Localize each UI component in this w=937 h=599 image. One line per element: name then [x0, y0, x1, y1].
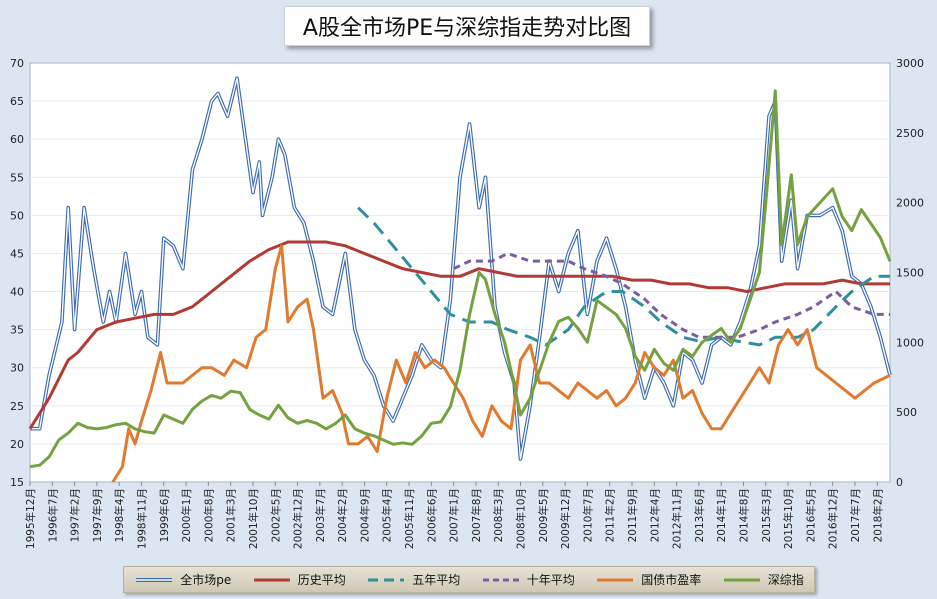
legend-label-10y: 十年平均	[526, 573, 575, 587]
legend-item-pe: 全市场pe	[134, 571, 231, 588]
legend-label-szindex: 深综指	[767, 573, 804, 587]
x-tick-label: 2000年8月	[202, 488, 215, 542]
y-left-ticks: 70 65 60 55 50 45 40 35 30 25 20 15	[10, 57, 24, 489]
legend-item-szindex: 深综指	[722, 571, 804, 588]
x-tick-label: 1999年6月	[158, 488, 171, 542]
legend-item-hist: 历史平均	[252, 571, 346, 588]
legend-item-5y: 五年平均	[366, 571, 460, 588]
y-right-tick-label: 500	[896, 406, 917, 419]
legend-label-5y: 五年平均	[412, 573, 461, 587]
y-left-tick-label: 70	[10, 57, 24, 70]
x-ticks: 1995年12月 1996年7月 1997年2月 1997年9月 1998年4月 1998…	[24, 482, 884, 549]
legend-swatch-bond	[597, 578, 634, 581]
y-left-tick-label: 20	[10, 438, 24, 451]
x-tick-label: 2015年3月	[760, 488, 773, 542]
x-tick-label: 2011年2月	[604, 488, 617, 542]
x-tick-label: 2006年6月	[425, 488, 438, 542]
x-tick-label: 2018年2月	[871, 488, 884, 542]
series-sz-index	[29, 89, 892, 469]
series-hist-avg	[28, 240, 890, 430]
y-right-tick-label: 1500	[896, 267, 924, 280]
legend-item-bond: 国债市盈率	[595, 571, 701, 588]
legend-swatch-5y	[368, 578, 405, 581]
x-tick-label: 2012年4月	[648, 488, 661, 542]
legend-label-pe: 全市场pe	[180, 573, 232, 587]
x-tick-label: 2014年8月	[737, 488, 750, 542]
y-right-tick-label: 0	[896, 476, 903, 489]
x-tick-label: 1998年4月	[113, 488, 126, 542]
x-tick-label: 2002年5月	[269, 488, 282, 542]
x-tick-label: 2003年7月	[314, 488, 327, 542]
y-right-tick-label: 2500	[896, 127, 924, 140]
x-tick-label: 2011年9月	[626, 488, 639, 542]
y-left-tick-label: 40	[10, 286, 24, 299]
y-left-tick-label: 45	[10, 247, 24, 260]
series-lines	[28, 76, 892, 483]
x-tick-label: 2016年5月	[804, 488, 817, 542]
y-left-tick-label: 15	[10, 476, 24, 489]
x-tick-label: 2008年10月	[515, 488, 528, 549]
x-tick-label: 2007年8月	[470, 488, 483, 542]
legend-swatch-pe	[136, 577, 173, 582]
legend-label-hist: 历史平均	[297, 573, 346, 587]
x-tick-label: 1996年7月	[46, 488, 59, 542]
x-tick-label: 2010年7月	[581, 488, 594, 542]
series-pe-inner	[30, 77, 891, 460]
x-tick-label: 2007年1月	[448, 488, 461, 542]
chart-title: A股全市场PE与深综指走势对比图	[284, 6, 650, 46]
plot-area	[29, 62, 891, 483]
x-tick-label: 1997年9月	[91, 488, 104, 542]
x-tick-label: 2009年5月	[537, 488, 550, 542]
x-tick-label: 2002年12月	[292, 488, 305, 549]
legend-swatch-szindex	[723, 578, 760, 581]
x-tick-label: 2008年3月	[492, 488, 505, 542]
legend-swatch-10y	[482, 578, 519, 581]
y-right-tick-label: 2000	[896, 197, 924, 210]
x-tick-label: 2015年10月	[782, 488, 795, 549]
y-right-ticks: 3000 2500 2000 1500 1000 500 0	[896, 57, 924, 489]
x-tick-label: 2016年12月	[827, 488, 840, 549]
x-tick-label: 2005年11月	[403, 488, 416, 549]
legend: 全市场pe 历史平均 五年平均 十年平均 国债市盈率 深综指	[123, 566, 815, 593]
x-tick-label: 2000年1月	[180, 488, 193, 542]
x-tick-label: 2013年6月	[693, 488, 706, 542]
x-tick-label: 2009年12月	[559, 488, 572, 549]
y-right-tick-label: 1000	[896, 336, 924, 349]
x-tick-label: 2004年9月	[358, 488, 371, 542]
y-left-tick-label: 65	[10, 95, 24, 108]
legend-label-bond: 国债市盈率	[641, 573, 702, 587]
x-tick-label: 2017年7月	[849, 488, 862, 542]
legend-item-10y: 十年平均	[481, 571, 575, 588]
x-tick-label: 1998年11月	[135, 488, 148, 549]
x-tick-label: 1995年12月	[24, 488, 37, 549]
series-bond-pe	[111, 244, 891, 483]
gridlines	[30, 100, 890, 445]
legend-swatch-hist	[253, 578, 290, 581]
x-tick-label: 2005年4月	[381, 488, 394, 542]
y-left-tick-label: 25	[10, 400, 24, 413]
x-tick-label: 2001年10月	[247, 488, 260, 549]
x-tick-label: 2004年2月	[336, 488, 349, 542]
y-left-tick-label: 50	[10, 209, 24, 222]
series-10y-avg	[452, 252, 890, 339]
x-tick-label: 1997年2月	[69, 488, 82, 542]
y-left-tick-label: 30	[10, 362, 24, 375]
x-tick-label: 2012年11月	[671, 488, 684, 549]
x-tick-label: 2001年3月	[225, 488, 238, 542]
y-right-tick-label: 3000	[896, 57, 924, 70]
y-left-tick-label: 60	[10, 133, 24, 146]
y-left-tick-label: 35	[10, 324, 24, 337]
x-tick-label: 2014年1月	[715, 488, 728, 542]
y-left-tick-label: 55	[10, 171, 24, 184]
